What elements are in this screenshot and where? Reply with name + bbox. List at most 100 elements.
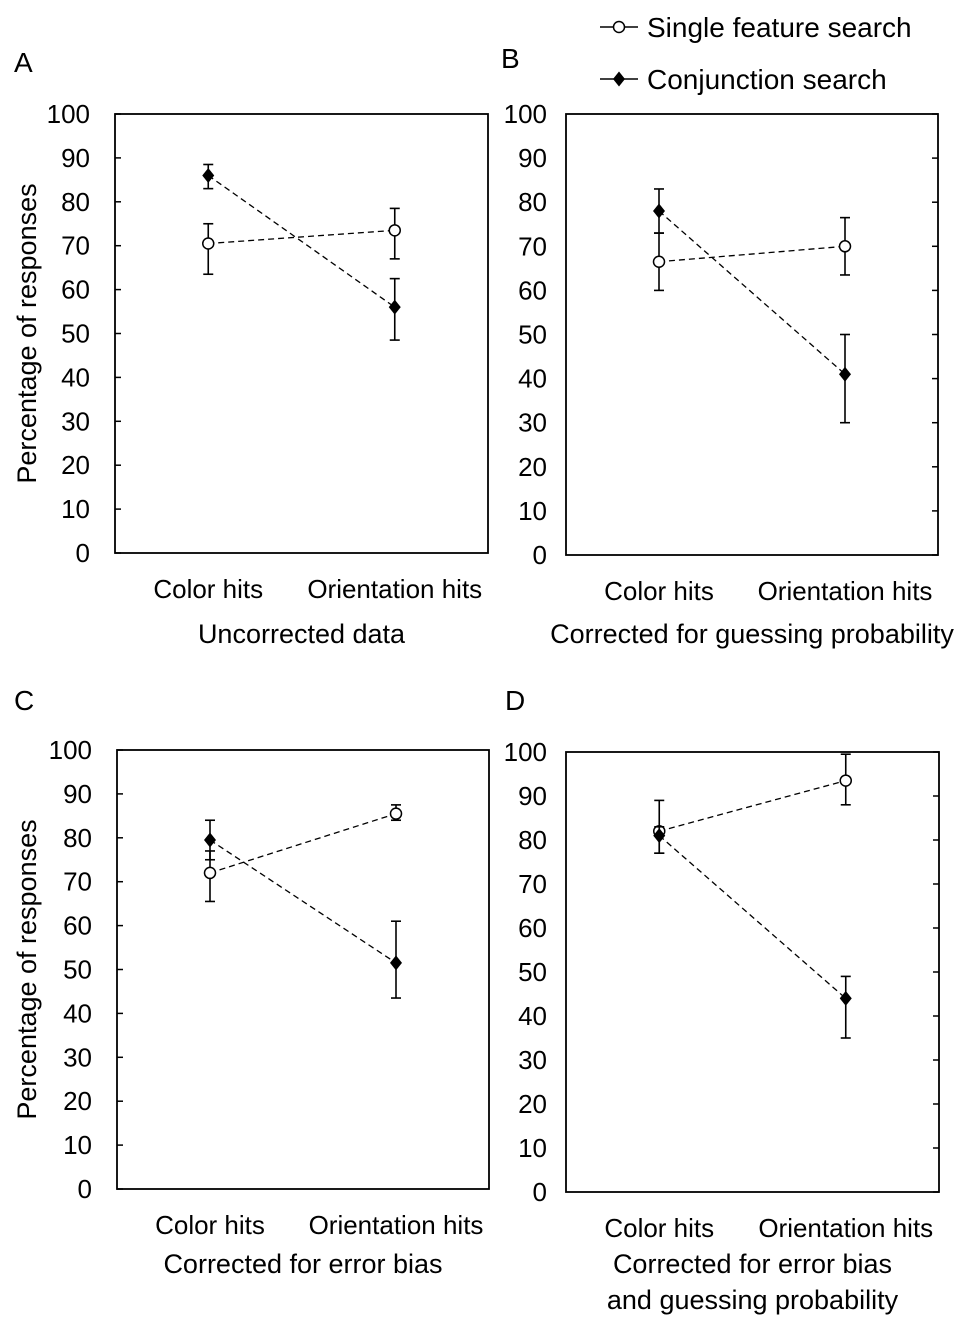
x-axis-label: Corrected for error bias	[163, 1249, 442, 1279]
y-tick-label: 60	[63, 911, 92, 941]
data-point-diamond	[839, 366, 851, 382]
series-line	[658, 245, 846, 263]
legend-open-circle-marker	[612, 20, 626, 34]
series-conjunction	[204, 819, 402, 999]
y-tick-label: 20	[63, 1086, 92, 1116]
y-tick-label: 60	[518, 275, 547, 305]
panel-letter: B	[501, 43, 520, 74]
x-category-label: Color hits	[604, 576, 714, 606]
x-category-label: Orientation hits	[309, 1210, 484, 1240]
y-tick-label: 0	[533, 540, 547, 570]
series-line	[658, 835, 847, 999]
y-tick-label: 90	[63, 779, 92, 809]
x-category-label: Orientation hits	[307, 574, 482, 604]
series-single-feature	[203, 804, 403, 903]
series-conjunction	[653, 825, 852, 1039]
panel-c: C 0 10 20 30 40 50 60 70 80 90 100 Percentage of res…	[12, 685, 490, 1279]
series-conjunction	[653, 188, 851, 424]
data-point-open-circle	[202, 237, 215, 250]
x-category-label: Orientation hits	[758, 1213, 933, 1243]
y-tick-label: 40	[518, 364, 547, 394]
y-tick-label: 30	[518, 1045, 547, 1075]
y-tick-label: 40	[518, 1001, 547, 1031]
y-tick-label: 70	[518, 869, 547, 899]
data-point-diamond	[653, 203, 665, 219]
series-single-feature	[202, 207, 401, 276]
panel-letter: D	[505, 685, 525, 716]
y-tick-label: 90	[518, 781, 547, 811]
data-point-open-circle	[388, 224, 401, 237]
y-tick-label: 10	[518, 496, 547, 526]
panel-letter: A	[14, 47, 33, 78]
series-line	[209, 839, 397, 964]
y-tick-label: 30	[63, 1042, 92, 1072]
series-single-feature	[652, 216, 852, 292]
data-point-open-circle	[652, 255, 666, 268]
panel-letter: C	[14, 685, 34, 716]
series-conjunction	[202, 163, 401, 341]
data-point-diamond	[204, 832, 216, 848]
plot-frame	[116, 749, 490, 1190]
x-category-label: Color hits	[155, 1210, 265, 1240]
plot-frame	[114, 113, 489, 554]
y-tick-label: 50	[63, 955, 92, 985]
y-tick-label: 50	[61, 319, 90, 349]
y-tick-label: 70	[63, 867, 92, 897]
series-line	[659, 779, 846, 832]
y-tick-label: 80	[518, 187, 547, 217]
data-point-open-circle	[389, 807, 403, 820]
series-single-feature	[653, 753, 852, 855]
y-tick-label: 60	[61, 275, 90, 305]
y-tick-label: 100	[504, 737, 547, 767]
y-tick-label: 20	[518, 1089, 547, 1119]
data-point-diamond	[653, 828, 666, 844]
y-tick-label: 10	[518, 1133, 547, 1163]
y-tick-label: 30	[518, 408, 547, 438]
y-tick-label: 80	[63, 823, 92, 853]
legend-diamond-marker	[613, 71, 625, 87]
series-line	[209, 813, 397, 874]
x-axis-label: Corrected for guessing probability	[550, 619, 954, 649]
data-point-diamond	[202, 167, 215, 183]
y-tick-label: 50	[518, 957, 547, 987]
data-point-diamond	[390, 955, 402, 971]
panel-b: B 0 10 20 30 40 50 60 70 80 90 100 Color hits Orienta…	[501, 43, 954, 649]
y-tick-label: 20	[61, 450, 90, 480]
y-tick-label: 0	[78, 1174, 92, 1204]
y-tick-label: 20	[518, 452, 547, 482]
y-tick-label: 50	[518, 320, 547, 350]
data-point-diamond	[388, 299, 401, 315]
y-axis-label: Percentage of responses	[12, 819, 42, 1119]
panel-a: A 0 10 20 30 40 50 60 70 80 90 100 Percentage of res…	[12, 47, 489, 649]
series-line	[658, 210, 846, 375]
y-tick-label: 100	[49, 735, 92, 765]
series-line	[208, 229, 395, 245]
x-category-label: Orientation hits	[758, 576, 933, 606]
legend-label: Single feature search	[647, 12, 912, 43]
x-category-label: Color hits	[604, 1213, 714, 1243]
plot-frame	[565, 113, 939, 556]
data-point-open-circle	[838, 240, 852, 253]
y-tick-label: 10	[63, 1130, 92, 1160]
x-axis-label: Uncorrected data	[198, 619, 406, 649]
y-tick-label: 80	[518, 825, 547, 855]
series-line	[207, 174, 396, 308]
plot-frame	[565, 751, 940, 1193]
y-tick-label: 80	[61, 187, 90, 217]
y-axis-label: Percentage of responses	[12, 183, 42, 483]
y-tick-label: 70	[518, 231, 547, 261]
y-tick-label: 10	[61, 494, 90, 524]
x-axis-label: Corrected for error bias	[613, 1249, 892, 1279]
legend-label: Conjunction search	[647, 64, 887, 95]
y-tick-label: 60	[518, 913, 547, 943]
data-point-diamond	[839, 990, 852, 1006]
y-tick-label: 100	[504, 99, 547, 129]
y-tick-label: 90	[518, 143, 547, 173]
x-axis-label: and guessing probability	[607, 1285, 899, 1315]
y-tick-label: 0	[76, 538, 90, 568]
x-category-label: Color hits	[153, 574, 263, 604]
y-tick-label: 30	[61, 406, 90, 436]
data-point-open-circle	[203, 866, 217, 880]
y-tick-label: 0	[533, 1177, 547, 1207]
